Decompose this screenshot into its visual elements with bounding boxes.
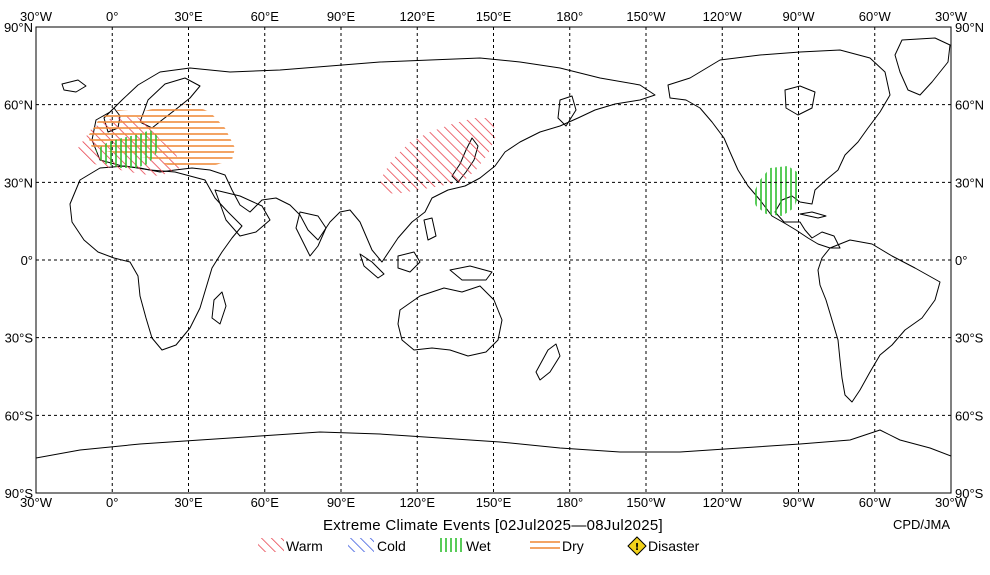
lon-labels-bottom: 30°W 0° 30°E 60°E 90°E 120°E 150°E 180° 150°W 120… xyxy=(20,495,968,510)
legend-label-wet: Wet xyxy=(466,538,491,554)
lon-tick-label-bottom: 90°W xyxy=(783,495,816,510)
legend-label-disaster: Disaster xyxy=(648,538,700,554)
lon-tick-label-bottom: 120°W xyxy=(703,495,743,510)
legend-swatch-cold xyxy=(348,538,374,552)
lon-tick-label-top: 150°E xyxy=(476,9,512,24)
landmass-south-america xyxy=(817,239,941,403)
lat-labels-right: 90°N 60°N 30°N 0° 30°S 60°S 90°S xyxy=(955,20,984,501)
lon-tick-label-bottom: 30°W xyxy=(20,495,53,510)
island-cuba xyxy=(799,211,827,219)
legend-swatch-dry xyxy=(530,538,560,552)
island-new-zealand xyxy=(535,343,561,381)
event-wet-north-america xyxy=(752,166,800,216)
map-title: Extreme Climate Events [02Jul2025—08Jul2… xyxy=(323,517,663,534)
island-philippines xyxy=(423,217,437,241)
lat-tick-label-left: 90°N xyxy=(4,20,33,35)
landmass-eurasia xyxy=(91,57,656,263)
lon-tick-label-bottom: 30°W xyxy=(935,495,968,510)
island-new-guinea xyxy=(449,265,493,281)
lat-tick-label-left: 90°S xyxy=(5,486,34,501)
lon-labels-top: 30°W 0° 30°E 60°E 90°E 120°E 150°E 180° 150°W 120… xyxy=(20,9,968,24)
landmass-australia xyxy=(397,285,503,357)
lon-tick-label-top: 150°W xyxy=(626,9,666,24)
legend-label-dry: Dry xyxy=(562,538,584,554)
lon-tick-label-top: 90°E xyxy=(327,9,356,24)
lat-tick-label-right: 0° xyxy=(955,253,967,268)
lat-tick-label-left: 0° xyxy=(21,253,33,268)
landmass-africa xyxy=(69,165,243,351)
lat-tick-label-left: 30°S xyxy=(5,331,34,346)
island-iceland xyxy=(61,79,87,93)
lat-tick-label-right: 30°S xyxy=(955,331,984,346)
lat-labels-left: 90°N 60°N 30°N 0° 30°S 60°S 90°S xyxy=(4,20,33,501)
lon-tick-label-top: 0° xyxy=(106,9,118,24)
lon-tick-label-top: 90°W xyxy=(783,9,816,24)
lat-tick-label-left: 60°S xyxy=(5,408,34,423)
lat-tick-label-left: 60°N xyxy=(4,98,33,113)
graticule xyxy=(36,27,951,493)
lon-tick-label-top: 30°E xyxy=(174,9,203,24)
landmass-antarctica xyxy=(36,429,951,493)
landmass-greenland xyxy=(894,37,951,96)
lon-tick-label-bottom: 180° xyxy=(556,495,583,510)
map-credit: CPD/JMA xyxy=(893,517,950,532)
legend-swatch-wet xyxy=(438,538,464,552)
peninsula-arabia xyxy=(214,189,271,237)
lat-tick-label-right: 90°S xyxy=(955,486,984,501)
lat-tick-label-right: 90°N xyxy=(955,20,984,35)
lon-tick-label-top: 30°W xyxy=(935,9,968,24)
lon-tick-label-bottom: 30°E xyxy=(174,495,203,510)
legend: Warm Cold Wet Dry ! Disaster xyxy=(258,536,700,556)
legend-label-cold: Cold xyxy=(377,538,406,554)
island-madagascar xyxy=(211,291,227,325)
peninsula-kamchatka xyxy=(557,95,577,127)
legend-label-warm: Warm xyxy=(286,538,323,554)
lon-tick-label-top: 30°W xyxy=(20,9,53,24)
hudson-bay xyxy=(784,85,816,116)
lon-tick-label-top: 180° xyxy=(556,9,583,24)
legend-item-cold: Cold xyxy=(348,538,406,554)
legend-item-dry: Dry xyxy=(530,538,584,554)
lon-tick-label-top: 60°E xyxy=(251,9,280,24)
lat-tick-label-right: 60°N xyxy=(955,98,984,113)
lon-tick-label-bottom: 90°E xyxy=(327,495,356,510)
event-warm-east-asia xyxy=(380,118,496,194)
lon-tick-label-top: 120°E xyxy=(399,9,435,24)
svg-text:!: ! xyxy=(635,542,640,553)
lon-tick-label-bottom: 0° xyxy=(106,495,118,510)
peninsula-india xyxy=(295,211,327,257)
legend-swatch-warm xyxy=(258,538,284,552)
lat-tick-label-right: 30°N xyxy=(955,175,984,190)
lon-tick-label-top: 60°W xyxy=(859,9,892,24)
legend-item-warm: Warm xyxy=(258,538,323,554)
lon-tick-label-bottom: 60°E xyxy=(251,495,280,510)
lat-tick-label-right: 60°S xyxy=(955,408,984,423)
landmass-north-america xyxy=(667,49,891,249)
disaster-diamond-icon xyxy=(627,536,647,556)
lon-tick-label-bottom: 150°W xyxy=(626,495,666,510)
island-borneo xyxy=(397,251,421,273)
legend-item-wet: Wet xyxy=(438,538,491,554)
lon-tick-label-bottom: 150°E xyxy=(476,495,512,510)
event-areas xyxy=(78,104,800,216)
island-sumatra xyxy=(359,253,385,279)
lat-tick-label-left: 30°N xyxy=(4,175,33,190)
event-wet-europe xyxy=(96,130,160,168)
lon-tick-label-bottom: 60°W xyxy=(859,495,892,510)
lon-tick-label-bottom: 120°E xyxy=(399,495,435,510)
legend-item-disaster: ! Disaster xyxy=(627,536,700,556)
coastlines xyxy=(36,37,951,493)
lon-tick-label-top: 120°W xyxy=(703,9,743,24)
map-frame xyxy=(35,26,952,494)
